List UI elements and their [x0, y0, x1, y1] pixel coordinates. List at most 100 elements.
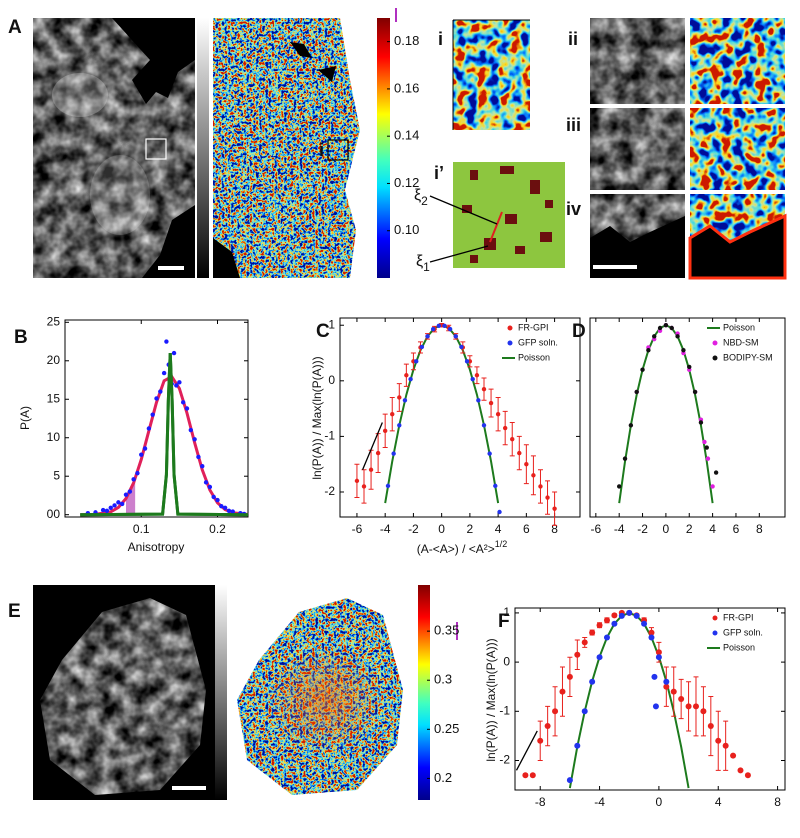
data-point	[459, 344, 464, 350]
data-point	[402, 398, 408, 403]
scale-bar	[593, 265, 637, 269]
y-axis-label: ln(P(A)) / Max(ln(P(A)))	[484, 638, 498, 761]
data-point	[544, 723, 551, 730]
y-tick-label: -1	[499, 703, 510, 717]
data-point	[184, 406, 190, 411]
y-tick-label: 0	[503, 654, 510, 668]
data-point	[414, 359, 419, 364]
x-tick-label: -6	[591, 522, 602, 536]
guide-line	[361, 422, 383, 471]
data-point	[707, 723, 714, 730]
pointer	[429, 245, 489, 263]
warm-region	[265, 645, 385, 755]
data-point	[669, 325, 674, 331]
xi-symbol: ξ	[416, 253, 423, 270]
data-point	[552, 708, 559, 715]
scale-bar	[172, 786, 206, 790]
x-tick-label: -2	[408, 522, 419, 536]
data-point	[200, 464, 205, 469]
x-tick-label: 8	[756, 522, 763, 536]
bright-region	[90, 155, 150, 235]
x-tick-label: -4	[380, 522, 391, 536]
data-point	[222, 505, 228, 510]
background	[318, 66, 336, 82]
x-tick-label: 0	[663, 522, 670, 536]
data-point	[108, 505, 113, 510]
legend-marker	[712, 340, 718, 346]
data-point	[652, 334, 657, 339]
data-point	[436, 323, 442, 328]
inset-label: i’	[434, 163, 444, 183]
y-tick-label: 00	[47, 507, 61, 521]
data-point	[158, 389, 163, 394]
x-tick-label: -4	[594, 795, 605, 809]
panel-a: A i 0.18 0.16 0.14 0.12 0.10 i	[8, 8, 787, 280]
domain	[505, 214, 517, 224]
data-point	[622, 456, 628, 461]
legend-marker	[507, 325, 513, 331]
x-tick-label: 8	[774, 795, 781, 809]
background	[142, 205, 195, 278]
domain	[462, 205, 472, 213]
data-point	[655, 654, 662, 661]
data-point	[596, 654, 603, 661]
data-point	[648, 629, 655, 636]
data-point	[470, 376, 475, 382]
background	[112, 18, 195, 104]
data-point	[670, 688, 677, 695]
data-point	[715, 737, 722, 744]
grayscale-bar	[215, 585, 227, 800]
x-tick-label: 6	[733, 522, 740, 536]
data-point	[385, 483, 391, 489]
y-tick-label: 1	[503, 605, 510, 619]
data-point	[226, 508, 232, 514]
data-point	[139, 452, 144, 457]
colorbar-tick-label: 0.14	[394, 128, 419, 143]
x-tick-label: 0	[656, 795, 663, 809]
xi-subscript: 2	[421, 194, 428, 208]
data-point	[713, 470, 719, 475]
data-point	[529, 772, 536, 779]
data-point	[215, 497, 220, 503]
data-point	[692, 703, 699, 710]
data-point	[641, 620, 648, 627]
data-point	[142, 446, 148, 451]
data-point	[375, 450, 381, 456]
inset-image	[690, 108, 785, 190]
domain	[500, 166, 514, 174]
y-tick-label: 5	[53, 468, 60, 482]
colorbar-tick-label: 0.3	[434, 672, 452, 687]
x-tick-label: 2	[467, 522, 474, 536]
data-point	[744, 772, 751, 779]
pointer	[429, 195, 498, 225]
y-tick-label: 15	[47, 391, 61, 405]
data-point	[710, 484, 715, 489]
xi-label: ξ2	[414, 187, 428, 208]
data-point	[464, 359, 470, 364]
colorbar-tick-label: 0.18	[394, 33, 419, 48]
data-point	[646, 348, 651, 353]
y-tick-label: 10	[47, 430, 61, 444]
colorbar-ticks: 0.18 0.16 0.14 0.12 0.10	[387, 33, 419, 237]
data-point	[517, 450, 522, 456]
x-tick-label: 4	[709, 522, 716, 536]
legend-label: FR-GPI	[518, 322, 549, 332]
data-point	[354, 478, 360, 484]
data-point	[447, 326, 453, 332]
domain	[470, 255, 478, 263]
data-point	[574, 742, 581, 749]
data-point	[698, 420, 704, 425]
data-point	[651, 673, 658, 680]
background	[290, 42, 312, 58]
data-point	[368, 467, 374, 472]
panel-label: C	[316, 321, 330, 342]
grayscale-bar	[197, 18, 209, 278]
x-tick-label: 8	[551, 522, 558, 536]
data-point	[404, 373, 409, 378]
data-point	[685, 703, 692, 710]
data-point	[633, 612, 640, 619]
data-point	[390, 411, 395, 417]
data-point	[453, 334, 458, 339]
xi-symbol: ξ	[414, 187, 421, 204]
data-point	[566, 777, 573, 784]
